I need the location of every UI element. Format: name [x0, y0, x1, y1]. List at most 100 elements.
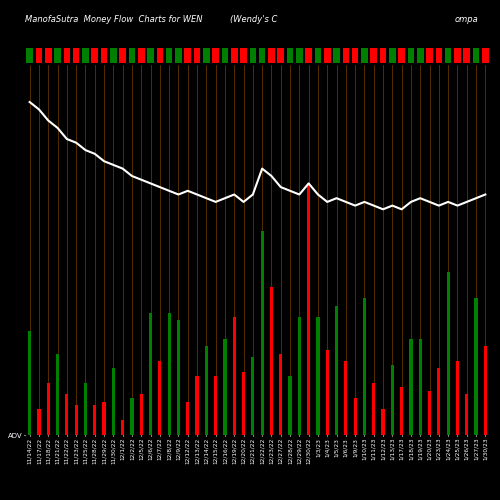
Bar [418, 339, 422, 435]
Bar [398, 48, 405, 62]
Bar [298, 316, 301, 435]
Bar [101, 48, 107, 62]
Bar [428, 390, 431, 435]
Bar [382, 409, 384, 435]
Text: (Wendy's C: (Wendy's C [230, 15, 278, 24]
Bar [120, 48, 126, 62]
Bar [194, 48, 200, 62]
Bar [400, 387, 404, 435]
Bar [112, 368, 115, 435]
Bar [408, 48, 414, 62]
Bar [38, 409, 40, 435]
Bar [54, 48, 61, 62]
Bar [204, 346, 208, 435]
Bar [149, 313, 152, 435]
Bar [390, 364, 394, 435]
Bar [454, 48, 460, 62]
Bar [186, 402, 190, 435]
Bar [287, 48, 294, 62]
Bar [482, 48, 488, 62]
Bar [296, 48, 302, 62]
Bar [175, 48, 182, 62]
Bar [306, 48, 312, 62]
Bar [242, 372, 245, 435]
Bar [224, 339, 226, 435]
Bar [270, 287, 273, 435]
Bar [203, 48, 209, 62]
Bar [64, 48, 70, 62]
Bar [334, 48, 340, 62]
Bar [446, 272, 450, 435]
Bar [138, 48, 144, 62]
Bar [268, 48, 274, 62]
Bar [354, 398, 357, 435]
Bar [166, 48, 172, 62]
Bar [212, 48, 219, 62]
Bar [484, 346, 487, 435]
Bar [426, 48, 433, 62]
Bar [465, 394, 468, 435]
Bar [231, 48, 237, 62]
Bar [250, 48, 256, 62]
Bar [464, 48, 470, 62]
Bar [140, 394, 143, 435]
Text: ManofaSutra  Money Flow  Charts for WEN: ManofaSutra Money Flow Charts for WEN [25, 15, 203, 24]
Bar [240, 48, 247, 62]
Bar [251, 358, 254, 435]
Bar [232, 316, 236, 435]
Bar [307, 184, 310, 435]
Bar [46, 383, 50, 435]
Bar [110, 48, 116, 62]
Bar [389, 48, 396, 62]
Bar [65, 394, 68, 435]
Bar [456, 361, 459, 435]
Bar [279, 354, 282, 435]
Bar [370, 48, 377, 62]
Bar [410, 339, 412, 435]
Bar [361, 48, 368, 62]
Bar [73, 48, 80, 62]
Bar [158, 361, 162, 435]
Bar [214, 376, 218, 435]
Bar [380, 48, 386, 62]
Bar [93, 406, 96, 435]
Bar [26, 48, 33, 62]
Bar [316, 316, 320, 435]
Bar [121, 420, 124, 435]
Bar [436, 48, 442, 62]
Bar [437, 368, 440, 435]
Bar [278, 48, 284, 62]
Bar [259, 48, 266, 62]
Bar [36, 48, 42, 62]
Bar [56, 354, 59, 435]
Bar [288, 376, 292, 435]
Bar [130, 398, 134, 435]
Bar [84, 383, 87, 435]
Bar [342, 48, 349, 62]
Bar [417, 48, 424, 62]
Bar [326, 350, 329, 435]
Bar [363, 298, 366, 435]
Bar [260, 232, 264, 435]
Bar [344, 361, 348, 435]
Bar [324, 48, 330, 62]
Bar [474, 298, 478, 435]
Bar [148, 48, 154, 62]
Bar [102, 402, 106, 435]
Bar [372, 383, 376, 435]
Bar [196, 376, 198, 435]
Bar [352, 48, 358, 62]
Bar [74, 406, 78, 435]
Bar [473, 48, 480, 62]
Bar [156, 48, 163, 62]
Bar [82, 48, 88, 62]
Bar [177, 320, 180, 435]
Bar [128, 48, 135, 62]
Bar [335, 306, 338, 435]
Bar [45, 48, 52, 62]
Bar [168, 313, 171, 435]
Bar [445, 48, 452, 62]
Bar [314, 48, 321, 62]
Bar [184, 48, 191, 62]
Bar [222, 48, 228, 62]
